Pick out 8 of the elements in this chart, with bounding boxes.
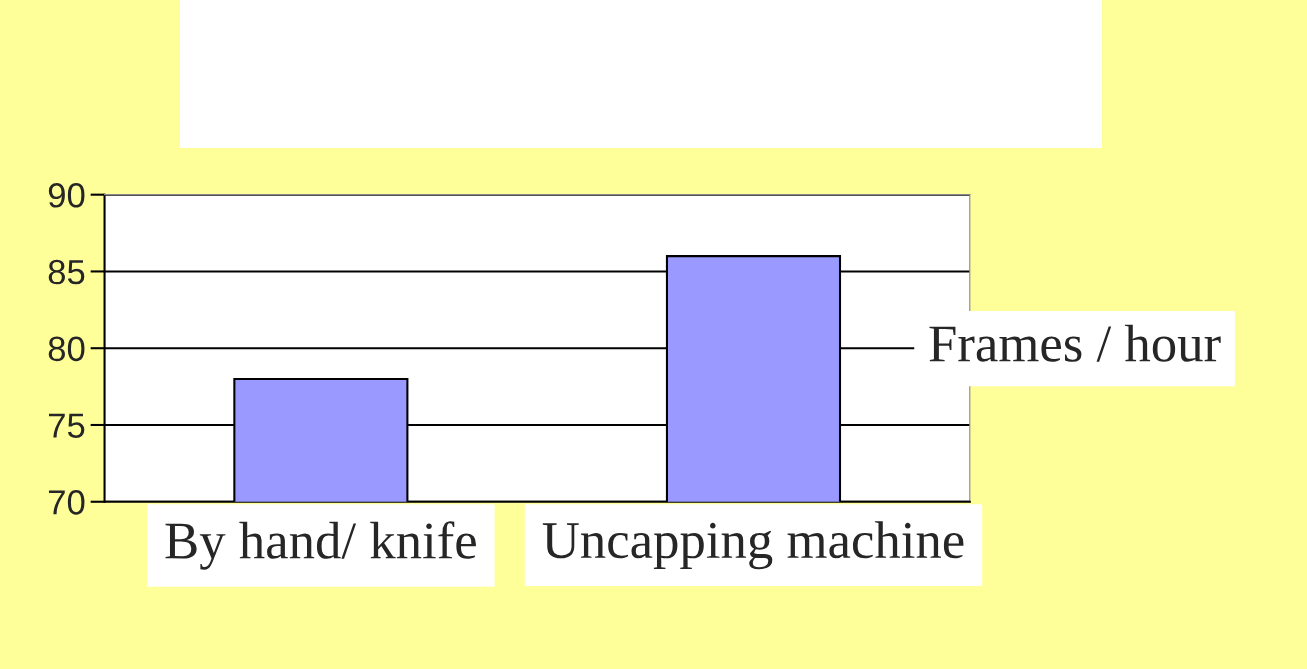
y-tick-label: 90 bbox=[48, 183, 85, 208]
annotation: Frames / hour bbox=[929, 324, 1221, 362]
x-tick-label: Uncapping machine bbox=[542, 521, 964, 570]
y-tick-label: 75 bbox=[48, 413, 85, 438]
y-tick-label: 80 bbox=[48, 336, 85, 362]
x-tick-label: By hand/ knife bbox=[165, 521, 476, 570]
y-tick-label: 70 bbox=[48, 490, 85, 515]
y-tick-label: 85 bbox=[48, 259, 85, 285]
